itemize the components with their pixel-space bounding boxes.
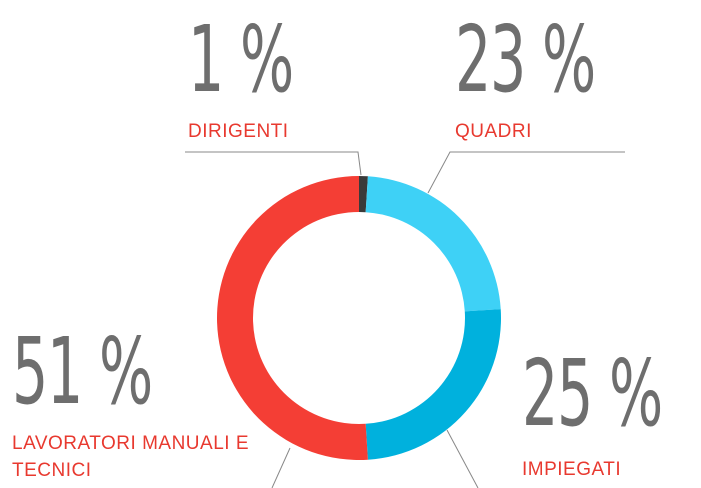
category-label: DIRIGENTI bbox=[188, 121, 289, 142]
leader-line bbox=[271, 447, 291, 488]
donut-segment bbox=[365, 309, 501, 460]
value-label: 23 % bbox=[455, 6, 596, 113]
category-label: LAVORATORI MANUALI E TECNICI bbox=[12, 433, 249, 481]
value-label: 51 % bbox=[12, 318, 153, 425]
value-label: 1 % bbox=[188, 6, 294, 113]
leader-line bbox=[446, 429, 479, 488]
category-label: QUADRI bbox=[455, 121, 532, 142]
donut-segment bbox=[365, 176, 501, 312]
donut-segment bbox=[216, 176, 368, 460]
category-label: IMPIEGATI bbox=[522, 459, 622, 480]
donut-segment bbox=[359, 176, 368, 213]
value-label: 25 % bbox=[522, 340, 663, 447]
leader-line bbox=[427, 151, 625, 194]
leader-line bbox=[185, 151, 362, 176]
